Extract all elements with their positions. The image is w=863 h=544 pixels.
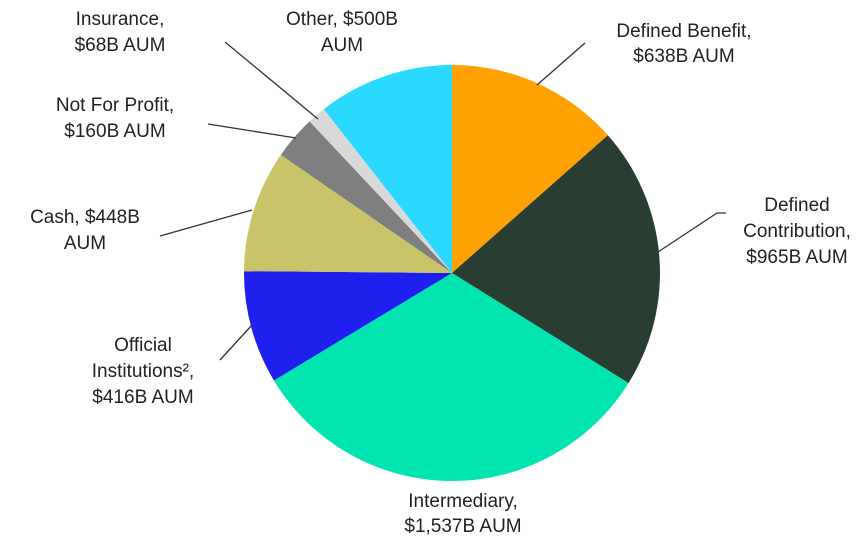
slice-label: Other, $500B	[286, 9, 398, 30]
slice-label: $68B AUM	[75, 35, 166, 56]
leader-line	[219, 324, 253, 361]
pie-slice	[452, 65, 608, 273]
slice-label: $160B AUM	[64, 121, 165, 142]
leader-line	[224, 41, 319, 120]
slice-label: Insurance,	[76, 9, 165, 30]
slice-label: $416B AUM	[92, 387, 193, 408]
slice-label: $638B AUM	[633, 46, 734, 67]
slice-label: $965B AUM	[746, 247, 847, 268]
pie-slice	[244, 154, 452, 273]
pie-slice	[280, 121, 452, 273]
leader-line	[536, 42, 586, 86]
slice-label: Defined	[764, 195, 830, 216]
slice-label: Official	[114, 335, 172, 356]
leader-line	[207, 123, 297, 139]
leader-line	[657, 212, 726, 253]
pie-slice	[309, 109, 452, 273]
slice-label: AUM	[64, 233, 106, 254]
slice-label: Defined Benefit,	[616, 21, 751, 42]
slice-label: Intermediary,	[408, 491, 517, 512]
pie-slice	[323, 65, 452, 273]
slice-label: $1,537B AUM	[404, 516, 521, 537]
leader-line	[159, 209, 253, 237]
pie-slice	[244, 271, 452, 381]
slice-label: Cash, $448B	[30, 207, 140, 228]
slice-label: AUM	[321, 35, 363, 56]
slice-label: Not For Profit,	[56, 95, 174, 116]
slice-label: Contribution,	[743, 221, 851, 242]
slice-label: Institutions²,	[92, 361, 194, 382]
pie-slice	[452, 135, 660, 384]
pie-slice	[273, 273, 629, 481]
